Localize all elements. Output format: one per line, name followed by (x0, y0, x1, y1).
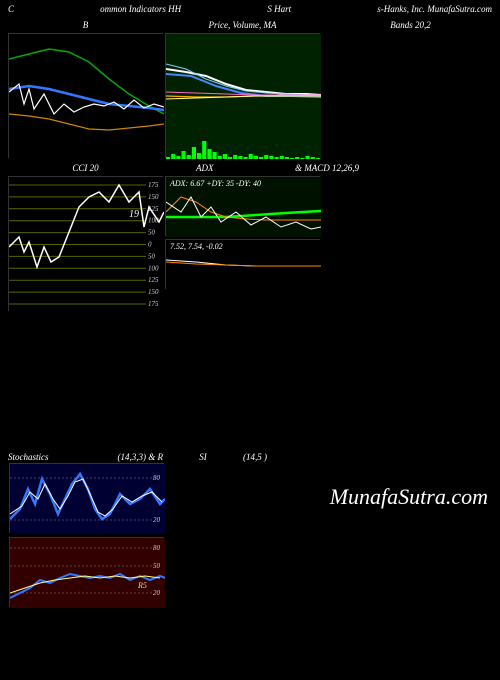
bollinger-chart (9, 34, 164, 159)
svg-text:50: 50 (153, 562, 161, 570)
svg-text:175: 175 (148, 181, 159, 189)
adx-panel: & MACD 12,26,9 ADX ADX: 6.67 +DY: 35 -DY… (165, 176, 320, 236)
svg-text:125: 125 (148, 276, 159, 284)
stoch-panel: 80 20 (9, 463, 164, 533)
rsi-title: SI (163, 452, 243, 462)
svg-text:0: 0 (148, 241, 152, 249)
price-ma-chart (166, 34, 321, 159)
watermark: MunafaSutra.com (330, 484, 488, 510)
svg-text:175: 175 (148, 300, 159, 308)
stoch-chart: 80 20 (10, 464, 165, 534)
header-mid2: S Hart (267, 4, 291, 14)
svg-text:19: 19 (129, 209, 139, 220)
header-mid1: ommon Indicators HH (100, 4, 181, 14)
bollinger-panel: B (8, 33, 163, 158)
cci-chart: 1751501251005005010012515017519 (9, 177, 164, 312)
bands-label: Bands 20,2 (321, 20, 500, 159)
stoch-params: (14,3,3) & R (88, 452, 163, 462)
svg-text:150: 150 (148, 288, 159, 296)
macd-values: 7.52, 7.54, -0.02 (170, 242, 223, 251)
svg-text:50: 50 (148, 252, 156, 260)
adx-values: ADX: 6.67 +DY: 35 -DY: 40 (170, 179, 261, 188)
svg-text:80: 80 (153, 544, 161, 552)
svg-text:20: 20 (153, 589, 161, 597)
rsi-chart: 80 50 20 R5 (10, 538, 165, 608)
macd-panel: 7.52, 7.54, -0.02 (165, 239, 320, 289)
svg-text:150: 150 (148, 193, 159, 201)
header-right: s-Hanks, Inc. MunafaSutra.com (377, 4, 492, 14)
bollinger-title: B (83, 20, 89, 30)
svg-text:R5: R5 (137, 581, 147, 590)
svg-text:20: 20 (153, 516, 161, 524)
header-left: C (8, 4, 14, 14)
adx-macd-title: & MACD 12,26,9 (295, 163, 359, 173)
price-ma-panel: Price, Volume, MA (165, 33, 320, 158)
rsi-params: (14,5 ) (243, 452, 393, 462)
svg-text:100: 100 (148, 264, 159, 272)
cci-title: CCI 20 (72, 163, 98, 173)
svg-text:80: 80 (153, 474, 161, 482)
cci-panel: CCI 20 1751501251005005010012515017519 (8, 176, 163, 311)
price-ma-title: Price, Volume, MA (209, 20, 277, 30)
svg-text:50: 50 (148, 229, 156, 237)
page-header: C ommon Indicators HH S Hart s-Hanks, In… (0, 0, 500, 18)
stoch-title: Stochastics (8, 452, 88, 462)
rsi-panel: 80 50 20 R5 (9, 537, 164, 607)
